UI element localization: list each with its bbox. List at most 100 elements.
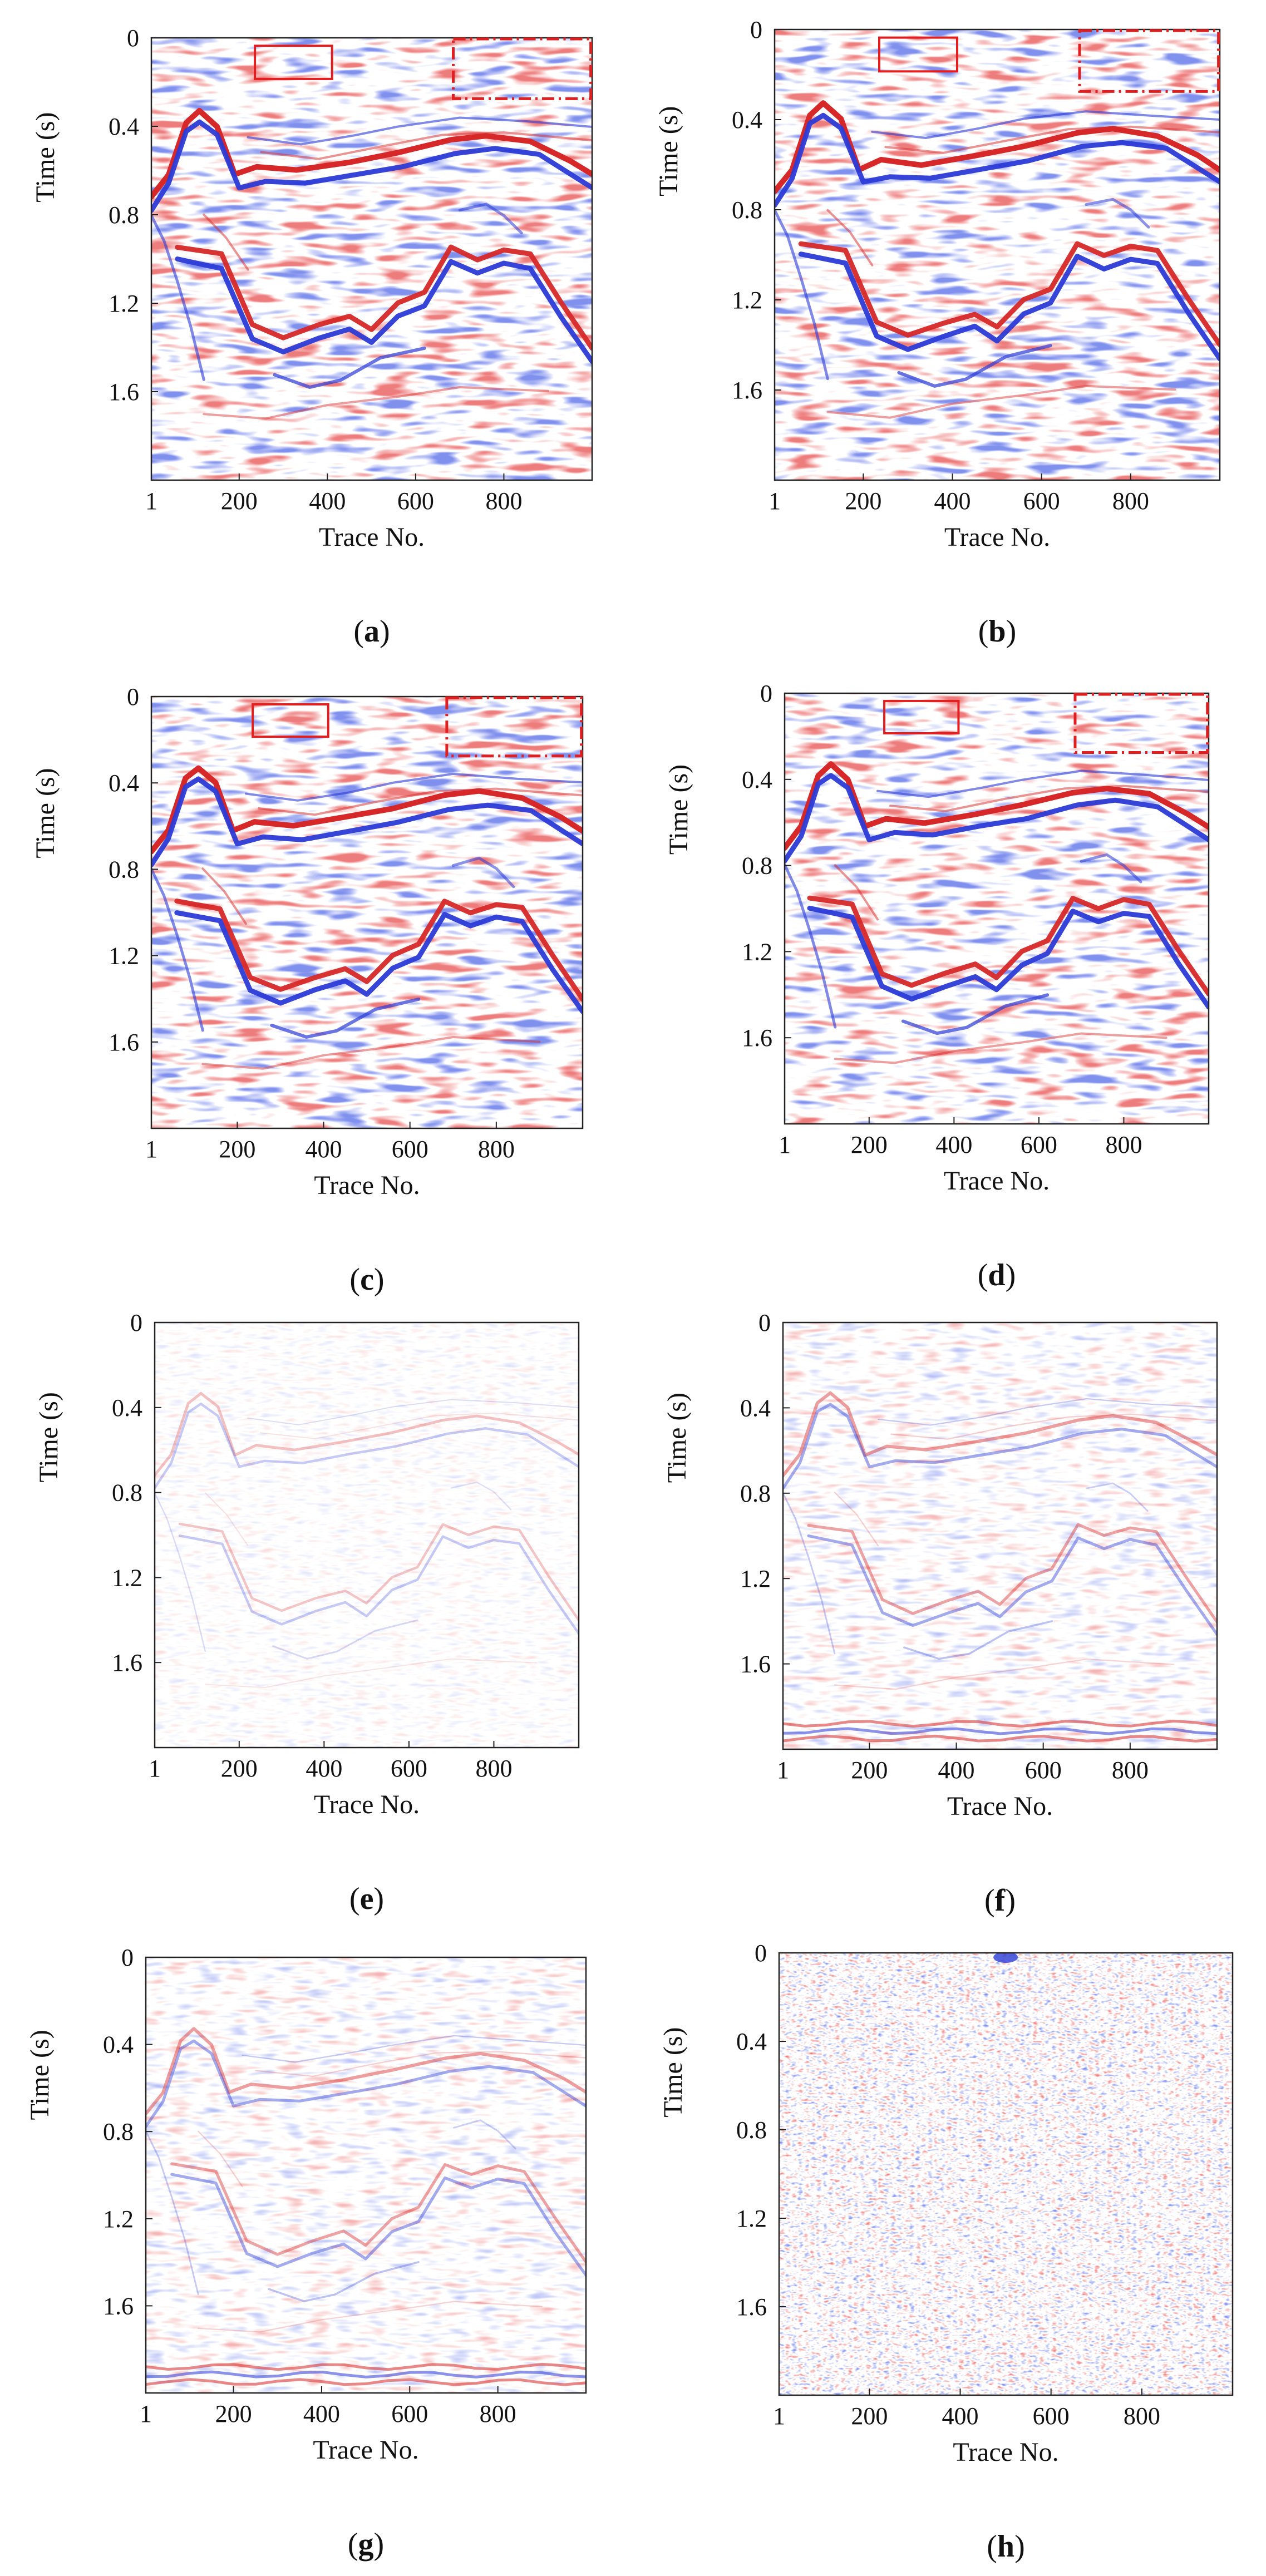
y-tick-label: 1.6 xyxy=(112,1649,142,1676)
caption-open-paren: ( xyxy=(978,614,989,649)
y-tick-label: 0.4 xyxy=(109,769,139,797)
solid-zoom-box xyxy=(252,703,329,738)
caption-letter: c xyxy=(360,1262,374,1297)
x-axis-label: Trace No. xyxy=(944,522,1050,552)
y-axis-label: Time (s) xyxy=(662,1393,692,1483)
reflector-6 xyxy=(901,993,1050,1035)
reflector-8 xyxy=(775,209,829,381)
y-axis-label: Time (s) xyxy=(31,768,60,858)
x-axis-label: Trace No. xyxy=(314,1171,420,1200)
y-tick-label: 0 xyxy=(127,24,139,52)
reflector-5 xyxy=(178,1534,579,1635)
caption-close-paren: ) xyxy=(374,1262,385,1297)
reflector-8 xyxy=(155,1492,206,1652)
x-tick-label: 400 xyxy=(938,1756,975,1784)
panel-caption: (b) xyxy=(978,614,1016,649)
reflector-3 xyxy=(255,2051,586,2077)
reflector-7 xyxy=(834,1658,1175,1690)
reflector-4 xyxy=(175,244,592,351)
x-tick-label: 800 xyxy=(1105,1131,1142,1158)
x-tick-label: 1 xyxy=(145,487,157,515)
y-tick-label: 0 xyxy=(130,1309,142,1336)
y-tick-label: 1.6 xyxy=(109,378,139,406)
x-tick-label: 1 xyxy=(149,1755,161,1782)
seismic-noise-texture xyxy=(146,1957,586,2393)
plot-frame xyxy=(774,28,1221,481)
y-tick-label: 0 xyxy=(127,683,139,710)
y-axis-label: Time (s) xyxy=(658,2027,688,2118)
x-tick-label: 600 xyxy=(1033,2402,1070,2430)
seismic-noise-texture xyxy=(155,1322,579,1748)
solid-zoom-box xyxy=(254,45,333,80)
caption-letter: b xyxy=(988,614,1006,649)
reflector-8 xyxy=(151,214,205,381)
y-tick-label: 1.2 xyxy=(109,942,139,970)
reflector-2 xyxy=(871,110,1220,139)
x-tick-label: 600 xyxy=(1021,1131,1057,1158)
reflector-0 xyxy=(146,2027,586,2116)
reflector-0 xyxy=(155,1391,579,1477)
solid-zoom-box xyxy=(883,699,960,734)
reflector-1 xyxy=(783,1403,1217,1490)
x-tick-label: 400 xyxy=(942,2402,979,2430)
panel-caption: (c) xyxy=(349,1262,384,1297)
plot-area-f xyxy=(783,1322,1217,1749)
reflector-1 xyxy=(151,119,592,213)
reflector-2 xyxy=(247,1399,579,1425)
reflector-7 xyxy=(198,2301,543,2333)
x-tick-label: 1 xyxy=(145,1136,157,1163)
x-tick-label: 800 xyxy=(480,2400,516,2427)
reflector-10 xyxy=(1085,198,1150,229)
reflector-9 xyxy=(203,213,249,271)
y-tick-label: 1.2 xyxy=(732,287,762,314)
reflector-4 xyxy=(178,1522,579,1622)
caption-open-paren: ( xyxy=(349,1262,360,1297)
reflector-1 xyxy=(785,773,1209,863)
y-tick-label: 0 xyxy=(755,1940,767,1967)
caption-close-paren: ) xyxy=(1014,2529,1025,2564)
caption-letter: f xyxy=(995,1883,1006,1918)
reflector-2 xyxy=(242,2035,586,2063)
reflector-10 xyxy=(453,2119,516,2150)
panel-caption: (a) xyxy=(353,614,390,649)
x-tick-label: 400 xyxy=(934,487,971,515)
reflector-1 xyxy=(151,776,583,867)
y-tick-label: 1.2 xyxy=(112,1564,142,1591)
reflector-7 xyxy=(203,386,549,420)
y-tick-label: 0.4 xyxy=(732,106,762,134)
reflector-6 xyxy=(903,1620,1053,1660)
dashdot-zoom-box xyxy=(445,696,583,758)
x-axis-label: Trace No. xyxy=(314,1790,420,1819)
bottom-artifact-1 xyxy=(146,2370,586,2378)
x-tick-label: 200 xyxy=(845,487,881,515)
panel-f: 0 0.4 0.8 1.2 1.6 1 200 400 600 800 Trace No. Time … xyxy=(662,1309,1218,1918)
caption-letter: h xyxy=(997,2529,1014,2564)
panel-g: 0 0.4 0.8 1.2 1.6 1 200 400 600 800 Trace No. Time … xyxy=(25,1944,587,2562)
reflector-5 xyxy=(170,2173,586,2277)
caption-open-paren: ( xyxy=(348,2527,358,2562)
reflector-3 xyxy=(258,787,583,816)
caption-open-paren: ( xyxy=(987,2529,997,2564)
reflector-7 xyxy=(834,1032,1168,1064)
x-tick-label: 600 xyxy=(1023,487,1060,515)
x-tick-label: 800 xyxy=(485,487,522,515)
panel-caption: (d) xyxy=(978,1258,1016,1292)
reflector-6 xyxy=(273,346,426,389)
dashdot-zoom-box xyxy=(452,37,593,100)
caption-close-paren: ) xyxy=(1006,614,1017,649)
bottom-artifact-0 xyxy=(783,1719,1217,1728)
y-tick-label: 0.4 xyxy=(103,2031,134,2059)
y-tick-label: 0.8 xyxy=(732,196,762,224)
reflector-0 xyxy=(785,761,1209,851)
reflector-2 xyxy=(877,1398,1217,1426)
reflector-3 xyxy=(889,784,1209,812)
y-tick-label: 0.8 xyxy=(109,856,139,883)
x-tick-label: 800 xyxy=(475,1755,512,1782)
reflector-5 xyxy=(174,910,583,1014)
seismic-noise-texture xyxy=(783,1322,1217,1749)
x-tick-label: 600 xyxy=(391,2400,428,2427)
y-tick-label: 1.6 xyxy=(732,377,762,404)
plot-area-e xyxy=(155,1322,579,1748)
reflector-4 xyxy=(174,899,583,1002)
